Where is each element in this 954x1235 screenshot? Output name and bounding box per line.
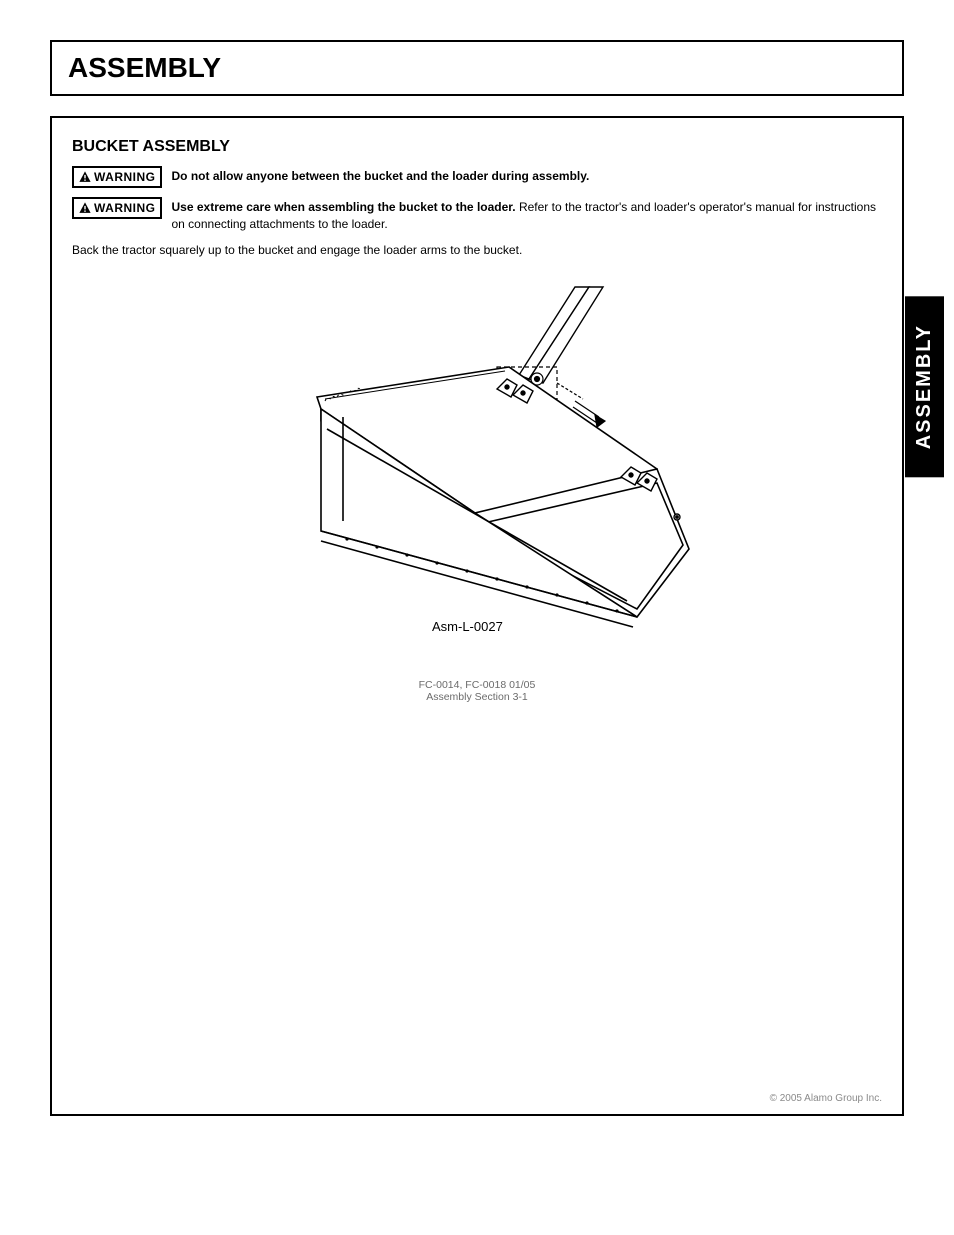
footer-doc-id: FC-0014, FC-0018 01/05 <box>72 679 882 691</box>
footer-copyright: © 2005 Alamo Group Inc. <box>770 1093 882 1104</box>
page-title: ASSEMBLY <box>68 52 886 84</box>
warning-triangle-icon <box>78 201 92 215</box>
warning-text-1: Do not allow anyone between the bucket a… <box>172 166 590 185</box>
warning-row-2: WARNING Use extreme care when assembling… <box>72 197 882 234</box>
section-heading: BUCKET ASSEMBLY <box>72 138 882 156</box>
warning-text-2: Use extreme care when assembling the buc… <box>172 197 883 234</box>
warning-box-1: WARNING <box>72 166 162 188</box>
warning-row-1: WARNING Do not allow anyone between the … <box>72 166 882 189</box>
warning-triangle-icon <box>78 170 92 184</box>
warning-label-text: WARNING <box>94 170 156 184</box>
diagram-caption-in-svg: Asm-L-0027 <box>432 619 503 634</box>
assembly-instruction: Back the tractor squarely up to the buck… <box>72 242 882 259</box>
footer-section: Assembly Section 3-1 <box>72 691 882 703</box>
bucket-diagram: Asm-L-0027 <box>257 279 697 669</box>
warning-label-text: WARNING <box>94 201 156 215</box>
side-tab-assembly: ASSEMBLY <box>905 296 944 477</box>
warning-box-2: WARNING <box>72 197 162 219</box>
